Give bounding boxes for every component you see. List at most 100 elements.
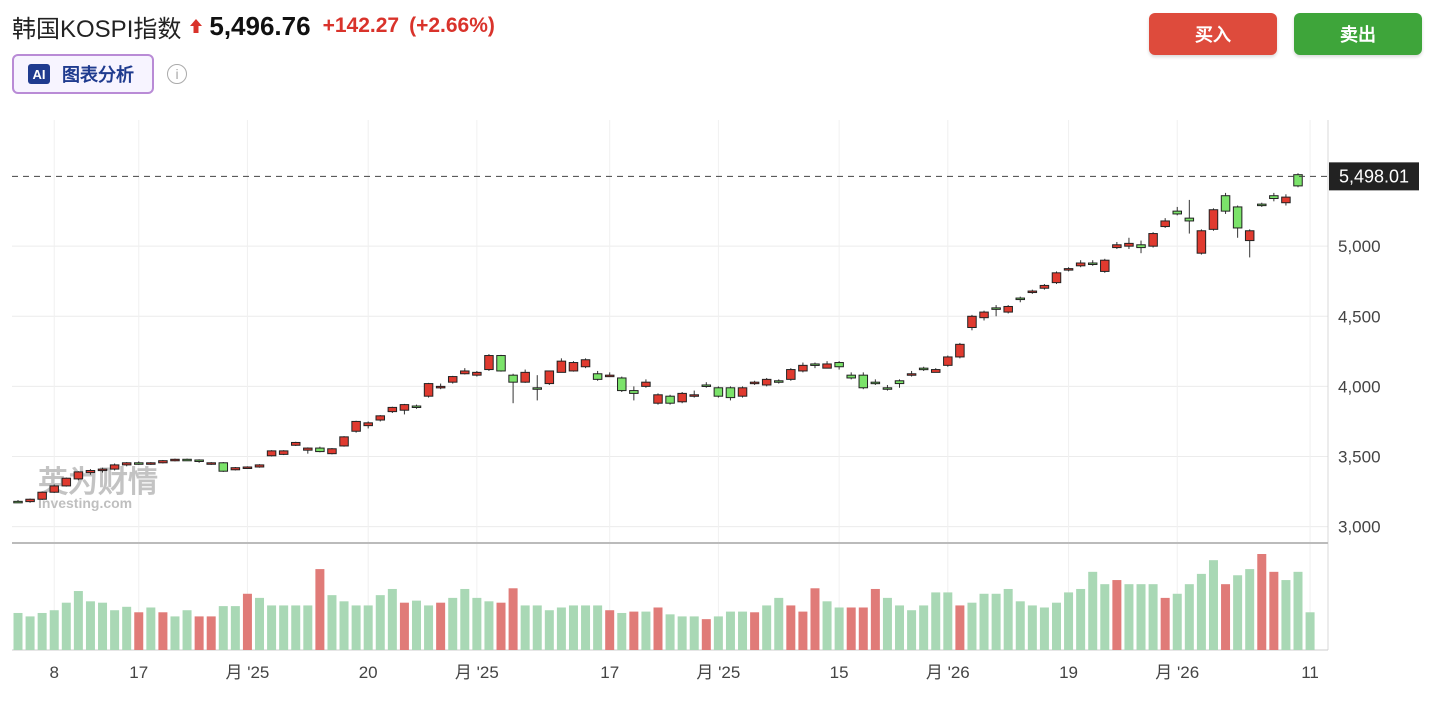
candle-body <box>1063 268 1074 271</box>
volume-bar <box>653 607 663 650</box>
candle-body <box>472 371 482 376</box>
x-tick-label: 19 <box>1059 663 1078 682</box>
sell-button[interactable]: 卖出 <box>1294 13 1422 55</box>
volume-bar <box>255 597 265 650</box>
candle-body <box>37 491 47 500</box>
volume-bar <box>351 605 361 650</box>
candle-body <box>1136 244 1146 249</box>
price-change: +142.27 <box>322 14 400 37</box>
volume-bar <box>907 610 917 650</box>
last-price-label: 5,498.01 <box>1339 166 1409 186</box>
candle-body <box>556 360 567 373</box>
candle-body <box>146 462 156 465</box>
volume-bar <box>230 606 240 650</box>
candle-body <box>641 381 651 387</box>
volume-bar <box>424 605 434 650</box>
candle-body <box>689 394 699 397</box>
volume-bar <box>1208 560 1218 650</box>
volume-bar <box>991 593 1001 650</box>
candle-body <box>1027 290 1038 294</box>
volume-bar <box>1136 584 1146 650</box>
candle-body <box>979 311 989 319</box>
volume-bar <box>834 607 844 650</box>
candle-body <box>713 387 724 397</box>
volume-bar <box>1027 605 1037 650</box>
candle-body <box>943 356 953 366</box>
volume-bar <box>520 605 530 650</box>
volume-bar <box>919 605 929 650</box>
candle-body <box>1015 297 1026 301</box>
candle-body <box>315 447 325 453</box>
volume-bar <box>49 610 59 650</box>
watermark-logo-en: Investing.com <box>38 495 132 511</box>
volume-bar <box>146 607 156 650</box>
current-price: 5,496.76 <box>209 10 311 41</box>
volume-bar <box>170 616 180 650</box>
volume-bar <box>267 605 277 650</box>
candle-body <box>303 447 313 451</box>
candle-body <box>568 362 579 372</box>
candle-body <box>351 420 361 432</box>
candle-body <box>13 500 23 504</box>
candle-body <box>918 367 929 371</box>
volume-bar <box>122 606 132 650</box>
x-tick-label: 月 '26 <box>926 663 970 682</box>
candle-body <box>230 467 241 471</box>
candle-body <box>97 468 108 472</box>
candle-body <box>858 374 869 389</box>
volume-bar <box>629 611 639 650</box>
candle-body <box>822 363 832 369</box>
volume-bar <box>327 595 337 650</box>
candle-body <box>701 384 712 387</box>
volume-bar <box>291 605 301 650</box>
volume-bar <box>701 619 711 650</box>
volume-bar <box>339 601 349 650</box>
volume-bar <box>98 602 108 650</box>
candle-body <box>1172 210 1182 215</box>
volume-bar <box>436 602 446 650</box>
x-tick-label: 15 <box>830 663 849 682</box>
volume-bar <box>895 605 905 650</box>
candle-body <box>375 415 386 421</box>
volume-bar <box>1051 602 1061 650</box>
info-icon[interactable]: i <box>167 64 187 84</box>
volume-bar <box>375 595 385 650</box>
volume-bar <box>786 605 796 650</box>
volume-bar <box>581 605 591 650</box>
candle-body <box>1148 233 1158 247</box>
volume-bar <box>1160 597 1170 650</box>
candle-body <box>290 441 301 446</box>
candle-body <box>677 392 687 403</box>
candle-body <box>870 381 881 385</box>
volume-bar <box>593 605 603 650</box>
candle-body <box>134 462 144 465</box>
buy-button[interactable]: 买入 <box>1149 13 1277 55</box>
volume-bar <box>605 610 615 650</box>
candle-body <box>544 370 555 385</box>
candle-body <box>846 374 856 379</box>
candle-body <box>496 355 506 372</box>
x-tick-label: 8 <box>49 663 58 682</box>
candle-body <box>1124 242 1134 247</box>
candle-body <box>242 466 253 469</box>
volume-bar <box>1100 584 1110 650</box>
candle-body <box>121 462 132 466</box>
volume-bar <box>858 607 868 650</box>
candle-body <box>967 315 977 328</box>
ai-chart-analysis-button[interactable]: AI 图表分析 <box>12 54 154 94</box>
candle-body <box>435 385 446 389</box>
volume-bar <box>1172 593 1182 650</box>
candle-body <box>399 404 410 411</box>
up-arrow-icon <box>190 19 203 33</box>
volume-bar <box>1221 584 1231 650</box>
candle-body <box>1112 244 1122 249</box>
volume-bar <box>387 588 397 650</box>
candle-body <box>1184 217 1195 222</box>
candle-body <box>532 387 542 390</box>
ai-chart-analysis-label: 图表分析 <box>62 65 134 85</box>
volume-bar <box>73 591 83 650</box>
volume-bar <box>1233 575 1243 650</box>
volume-bar <box>979 593 989 650</box>
candle-body <box>1269 195 1279 200</box>
